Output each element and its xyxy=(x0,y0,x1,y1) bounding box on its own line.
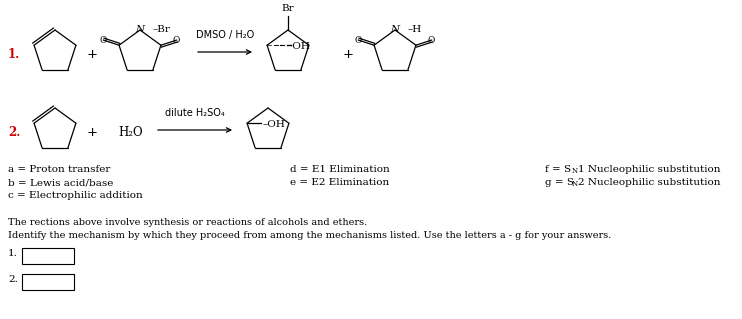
Text: c = Electrophilic addition: c = Electrophilic addition xyxy=(8,191,142,200)
Text: e = E2 Elimination: e = E2 Elimination xyxy=(290,178,390,187)
Text: 1.: 1. xyxy=(8,48,20,62)
Text: O: O xyxy=(173,36,180,45)
Text: O: O xyxy=(355,36,362,45)
Text: 1.: 1. xyxy=(8,249,18,257)
Text: 1 Nucleophilic substitution: 1 Nucleophilic substitution xyxy=(578,165,720,174)
Text: O: O xyxy=(99,36,107,45)
Text: –H: –H xyxy=(407,26,421,34)
Text: N: N xyxy=(572,180,578,188)
Text: O: O xyxy=(428,36,436,45)
Text: ·OH: ·OH xyxy=(289,42,310,51)
Text: Identify the mechanism by which they proceed from among the mechanisms listed. U: Identify the mechanism by which they pro… xyxy=(8,231,611,240)
Text: +: + xyxy=(343,48,353,62)
Text: +: + xyxy=(87,127,97,139)
Text: –Br: –Br xyxy=(152,26,170,34)
Text: H₂O: H₂O xyxy=(118,127,142,139)
Text: N: N xyxy=(572,167,578,175)
Text: N: N xyxy=(390,26,399,34)
Text: 2.: 2. xyxy=(8,127,20,139)
Text: b = Lewis acid/base: b = Lewis acid/base xyxy=(8,178,114,187)
Text: d = E1 Elimination: d = E1 Elimination xyxy=(290,165,390,174)
Text: N: N xyxy=(136,26,145,34)
Bar xyxy=(22,274,74,290)
Text: 2.: 2. xyxy=(8,275,18,284)
Text: dilute H₂SO₄: dilute H₂SO₄ xyxy=(165,108,225,118)
Text: f = S: f = S xyxy=(545,165,571,174)
Text: The rections above involve synthesis or reactions of alcohols and ethers.: The rections above involve synthesis or … xyxy=(8,218,367,227)
Text: a = Proton transfer: a = Proton transfer xyxy=(8,165,111,174)
Text: Br: Br xyxy=(282,4,295,13)
Text: 2 Nucleophilic substitution: 2 Nucleophilic substitution xyxy=(578,178,720,187)
Text: DMSO / H₂O: DMSO / H₂O xyxy=(196,30,254,40)
Text: +: + xyxy=(87,48,97,62)
Bar xyxy=(22,248,74,264)
Text: g = S: g = S xyxy=(545,178,574,187)
Text: –OH: –OH xyxy=(262,120,285,129)
